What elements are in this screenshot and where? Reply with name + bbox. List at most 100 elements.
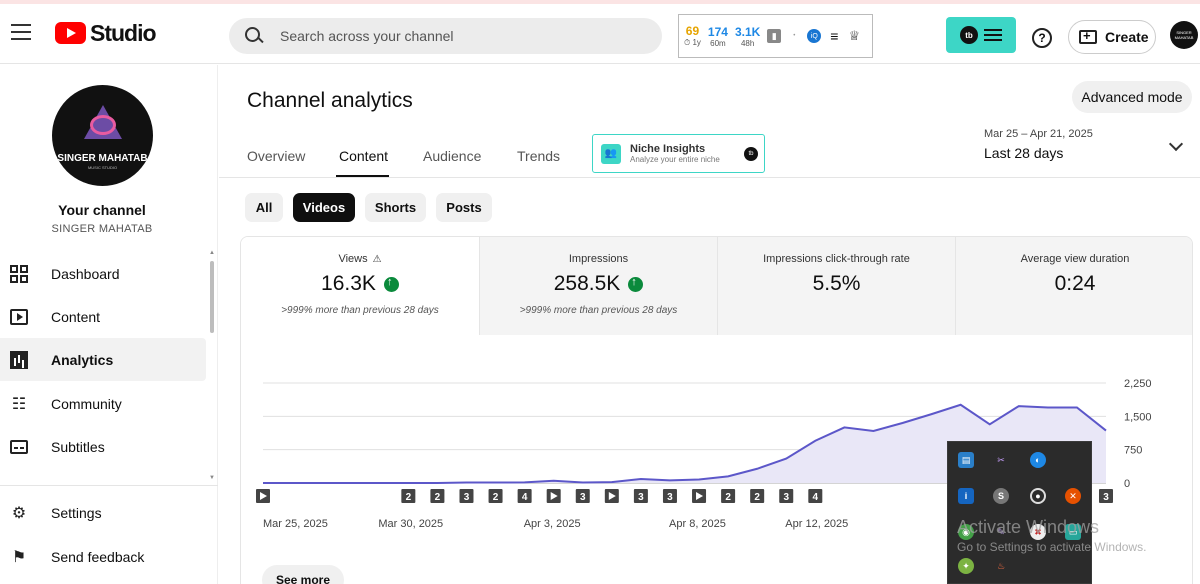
tray-edge-icon[interactable]: ◐ [1030,452,1046,468]
video-count-marker[interactable]: 2 [750,489,765,503]
sidebar-item-label: Analytics [51,351,114,368]
separator-icon: • [793,33,796,39]
svg-text:2: 2 [435,492,441,503]
tray-cross-icon[interactable]: ✕ [1065,488,1081,504]
sidebar-item-settings[interactable]: ⚙ Settings [0,491,206,534]
video-marker-play-icon[interactable] [546,489,561,503]
tray-pen-icon[interactable]: ✎ [997,526,1005,537]
sidebar-item-label: Content [51,308,101,325]
stat-subscribers: 69 ⏱ 1y [684,24,701,48]
video-count-marker[interactable]: 3 [575,489,590,503]
sidebar-item-dashboard[interactable]: Dashboard [0,252,206,295]
video-marker-play-icon[interactable] [256,489,270,503]
sidebar-item-send-feedback[interactable]: ⚑ Send feedback [0,535,206,578]
metric-impressions[interactable]: Impressions 258.5K >999% more than previ… [479,237,717,335]
video-count-marker[interactable]: 2 [488,489,503,503]
see-more-button[interactable]: See more [262,565,344,584]
search-icon[interactable] [244,26,264,46]
video-count-marker[interactable]: 2 [721,489,736,503]
tab-trends[interactable]: Trends [517,148,561,164]
search-bar[interactable] [229,18,662,54]
sidebar-item-analytics[interactable]: Analytics [0,338,206,381]
video-marker-play-icon[interactable] [692,489,707,503]
tray-info-icon[interactable]: i [958,488,974,504]
sidebar: SINGER MAHATAB MUSIC STUDIO Your channel… [0,65,218,584]
svg-text:4: 4 [813,492,819,503]
tray-chrome-icon[interactable]: ◉ [958,524,974,540]
video-count-marker[interactable]: 3 [779,489,794,503]
stat-sub: 60m [710,38,726,48]
metric-value: 0:24 [1054,272,1096,295]
svg-text:2: 2 [754,492,760,503]
video-count-marker[interactable]: 2 [430,489,445,503]
chip-all[interactable]: All [245,193,283,222]
create-button[interactable]: Create [1068,20,1156,54]
metric-avg-view-duration[interactable]: Average view duration 0:24 [955,237,1192,335]
studio-logo[interactable]: Studio [55,20,157,46]
views-series-line[interactable] [263,403,1107,484]
video-count-marker[interactable]: 3 [633,489,648,503]
sidebar-scrollbar[interactable] [210,261,214,333]
video-count-marker[interactable]: 4 [517,489,532,503]
tab-audience[interactable]: Audience [423,148,482,164]
chip-posts[interactable]: Posts [436,193,492,222]
video-count-marker[interactable]: 3 [1099,489,1113,503]
stat-60m: 174 60m [708,25,728,48]
metric-views[interactable]: Views ⚠ 16.3K >999% more than previous 28… [241,237,479,335]
x-tick-label: Mar 30, 2025 [378,518,443,530]
list-icon[interactable]: ≡ [830,28,839,44]
tubebuddy-button[interactable]: tb [946,17,1016,53]
x-tick-label: Apr 3, 2025 [524,518,581,530]
active-tab-underline [336,175,389,177]
metric-change: >999% more than previous 28 days [519,305,678,316]
account-avatar[interactable]: SINGER MAHATAB [1170,21,1198,49]
vidiq-icon[interactable]: iQ [807,29,822,43]
video-marker-play-icon[interactable] [604,489,619,503]
avatar-logo-sub: MUSIC STUDIO [87,165,118,170]
chip-videos[interactable]: Videos [293,193,355,222]
sidebar-item-content[interactable]: Content [0,295,206,338]
metric-value: 16.3K [321,272,376,295]
niche-insights-button[interactable]: 👥 Niche Insights Analyze your entire nic… [592,134,765,173]
subtitles-icon [9,437,29,457]
video-count-marker[interactable]: 3 [662,489,677,503]
tray-app-icon[interactable]: ▤ [958,452,974,468]
metric-ctr[interactable]: Impressions click-through rate 5.5% [717,237,955,335]
arrow-up-icon [383,276,399,292]
sidebar-item-subtitles[interactable]: Subtitles [0,425,206,468]
tray-record-icon[interactable]: ● [1030,488,1046,504]
tray-snip-icon[interactable]: ✂ [997,454,1005,465]
search-input[interactable] [280,28,640,44]
video-count-marker[interactable]: 4 [808,489,823,503]
scroll-down-icon[interactable]: ▼ [209,475,215,481]
date-range-picker[interactable]: Mar 25 – Apr 21, 2025 Last 28 days [984,128,1093,161]
chip-shorts[interactable]: Shorts [365,193,426,222]
sidebar-item-label: Subtitles [51,438,105,455]
trophy-icon[interactable]: ♕ [848,28,861,43]
video-count-marker[interactable]: 3 [459,489,474,503]
sidebar-item-community[interactable]: ☷ Community [0,382,206,425]
metric-label: Views [338,253,368,265]
channel-avatar[interactable]: SINGER MAHATAB MUSIC STUDIO [52,85,153,186]
chart-bars-icon[interactable]: ▮ [767,29,782,43]
top-accent-line [0,0,1200,4]
tray-xbox-icon[interactable]: ✦ [958,558,974,574]
video-count-marker[interactable]: 2 [401,489,416,503]
tray-fire-icon[interactable]: ♨ [996,560,1006,571]
tray-shield-icon[interactable]: ✖ [1030,524,1046,540]
svg-text:3: 3 [464,492,470,503]
chevron-down-icon[interactable] [1168,136,1184,152]
x-tick-label: Mar 25, 2025 [263,518,328,530]
scroll-up-icon[interactable]: ▲ [209,250,215,256]
tray-display-icon[interactable]: ▭ [1065,524,1081,540]
help-icon[interactable]: ? [1032,28,1052,48]
advanced-mode-button[interactable]: Advanced mode [1072,81,1192,113]
svg-text:2: 2 [406,492,412,503]
warning-icon[interactable]: ⚠ [372,254,382,265]
tab-overview[interactable]: Overview [247,148,306,164]
menu-icon[interactable] [11,24,31,40]
tab-content[interactable]: Content [339,148,389,164]
extension-stats-widget[interactable]: 69 ⏱ 1y 174 60m 3.1K 48h ▮ • iQ ≡ ♕ [678,14,873,58]
sidebar-item-label: Dashboard [51,265,120,282]
tray-skype-icon[interactable]: S [993,488,1009,504]
